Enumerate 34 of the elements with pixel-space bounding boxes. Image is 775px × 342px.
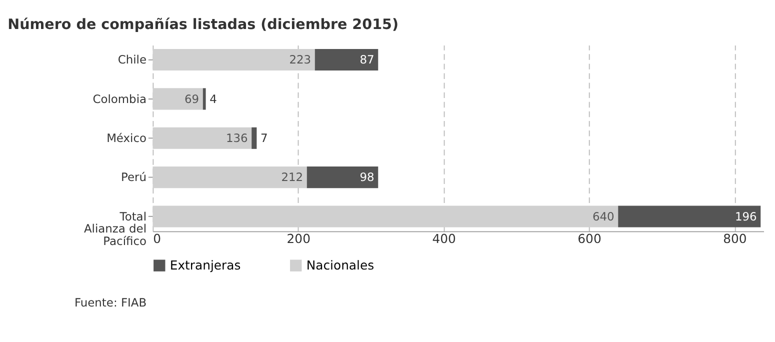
- data-label: 196: [734, 209, 757, 224]
- y-tick-label: Colombia: [92, 92, 147, 106]
- data-label: 87: [360, 52, 374, 67]
- data-label: 136: [226, 130, 248, 145]
- legend-label: Extranjeras: [170, 257, 241, 272]
- legend-label: Nacionales: [306, 257, 374, 272]
- bar: [152, 127, 252, 149]
- data-label: 640: [592, 209, 614, 224]
- bar: [152, 166, 307, 188]
- data-label: 223: [289, 52, 312, 67]
- bar: [202, 88, 206, 110]
- bar: [306, 166, 378, 188]
- bar: [314, 49, 378, 71]
- y-tick-label: Chile: [118, 52, 147, 67]
- source-note: Fuente: FIAB: [74, 296, 147, 310]
- y-tick-label: Perú: [121, 170, 147, 184]
- y-tick-label: Total Alianza del Pacífico: [84, 209, 147, 248]
- data-label: 98: [360, 170, 374, 184]
- bar: [618, 206, 761, 228]
- data-label: 4: [210, 92, 217, 106]
- bar: [152, 206, 618, 228]
- bar: [252, 127, 257, 149]
- x-tick-label: 200: [286, 231, 311, 246]
- x-tick-label: 800: [723, 231, 747, 246]
- data-label: 7: [260, 130, 268, 145]
- y-tick-label: México: [106, 130, 147, 145]
- x-tick-label: 400: [432, 231, 456, 246]
- bar: [152, 88, 203, 110]
- data-label: 212: [281, 170, 304, 184]
- x-tick-label: 0: [153, 231, 162, 246]
- bar: [152, 49, 315, 71]
- chart-title: Número de compañías listadas (diciembre 2015): [8, 16, 399, 33]
- x-tick-label: 600: [578, 231, 602, 246]
- data-label: 69: [184, 92, 200, 106]
